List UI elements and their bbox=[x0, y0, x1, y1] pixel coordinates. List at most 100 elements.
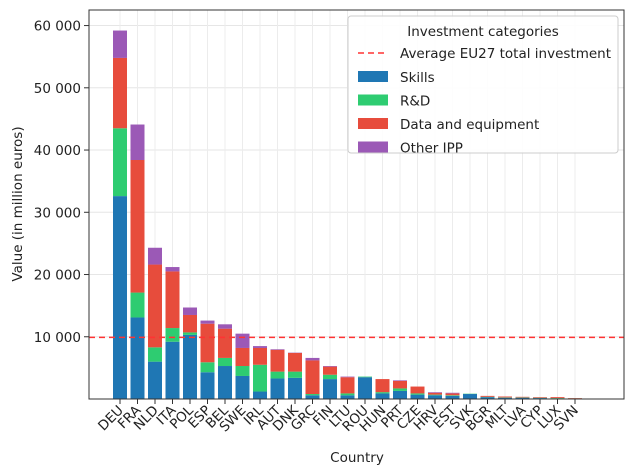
bar-cze-data-and-equipment bbox=[410, 386, 425, 394]
legend-swatch-data-and-equipment bbox=[358, 118, 388, 129]
bar-aut-other-ipp bbox=[270, 349, 285, 350]
bar-ltu-other-ipp bbox=[340, 376, 355, 378]
bar-grc-skills bbox=[305, 395, 320, 399]
bar-mlt-data-and-equipment bbox=[498, 396, 512, 398]
bar-nld-skills bbox=[148, 361, 162, 399]
bar-deu-other-ipp bbox=[113, 30, 127, 58]
bar-pol-skills bbox=[183, 334, 197, 399]
bar-est-r-d bbox=[445, 395, 460, 396]
bar-hrv-data-and-equipment bbox=[428, 392, 442, 395]
bar-dnk-data-and-equipment bbox=[288, 352, 302, 372]
y-tick-label: 40 000 bbox=[34, 143, 81, 159]
bar-ltu-skills bbox=[340, 395, 355, 399]
bar-ita-other-ipp bbox=[165, 267, 180, 272]
legend-title: Investment categories bbox=[407, 24, 559, 40]
bar-rou-r-d bbox=[358, 376, 372, 378]
bar-nld-other-ipp bbox=[148, 247, 162, 265]
legend-label-other-ipp: Other IPP bbox=[400, 141, 463, 157]
bar-dnk-r-d bbox=[288, 371, 302, 378]
bar-grc-other-ipp bbox=[305, 357, 320, 361]
bar-lux-data-and-equipment bbox=[550, 397, 565, 399]
bar-swe-skills bbox=[235, 375, 250, 399]
bar-grc-r-d bbox=[305, 394, 320, 396]
bar-cyp-data-and-equipment bbox=[533, 397, 547, 398]
y-axis-title: Value (in million euros) bbox=[10, 126, 26, 281]
x-axis-title: Country bbox=[330, 450, 384, 466]
bar-est-data-and-equipment bbox=[445, 393, 460, 396]
bar-aut-r-d bbox=[270, 371, 285, 379]
bar-cze-skills bbox=[410, 394, 425, 399]
bar-ita-skills bbox=[165, 341, 180, 399]
legend: Investment categories Average EU27 total… bbox=[347, 15, 619, 157]
bar-fra-other-ipp bbox=[130, 124, 145, 160]
bar-esp-skills bbox=[200, 372, 215, 399]
legend-swatch-skills bbox=[358, 71, 388, 82]
bar-prt-data-and-equipment bbox=[393, 380, 407, 389]
x-axis: DEUFRANLDITAPOLESPBELSWEIRLAUTDNKGRCFINL… bbox=[95, 399, 582, 435]
bar-fin-r-d bbox=[323, 374, 337, 380]
bar-bel-data-and-equipment bbox=[218, 328, 232, 358]
bar-bgr-skills bbox=[480, 397, 495, 399]
bar-pol-other-ipp bbox=[183, 307, 197, 315]
bar-esp-r-d bbox=[200, 362, 215, 373]
bar-fra-r-d bbox=[130, 292, 145, 318]
bar-bgr-data-and-equipment bbox=[480, 395, 495, 397]
bar-ltu-r-d bbox=[340, 393, 355, 396]
legend-swatch-r-d bbox=[358, 94, 388, 106]
bar-bel-skills bbox=[218, 366, 232, 399]
bar-hun-skills bbox=[375, 393, 390, 399]
bar-hrv-skills bbox=[428, 395, 442, 399]
bar-hrv-r-d bbox=[428, 394, 442, 396]
legend-box bbox=[347, 15, 619, 154]
bar-nld-data-and-equipment bbox=[148, 264, 162, 348]
legend-label-data-and-equipment: Data and equipment bbox=[400, 117, 539, 133]
bar-aut-data-and-equipment bbox=[270, 349, 285, 372]
y-tick-label: 10 000 bbox=[34, 330, 81, 346]
bar-ita-r-d bbox=[165, 328, 180, 342]
bar-swe-r-d bbox=[235, 366, 250, 376]
bar-irl-data-and-equipment bbox=[253, 347, 267, 365]
bar-lva-data-and-equipment bbox=[515, 396, 530, 398]
bar-swe-data-and-equipment bbox=[235, 347, 250, 367]
bar-svk-skills bbox=[463, 394, 477, 399]
bar-deu-data-and-equipment bbox=[113, 57, 127, 129]
bar-aut-skills bbox=[270, 378, 285, 399]
bar-fra-skills bbox=[130, 317, 145, 399]
bar-prt-r-d bbox=[393, 388, 407, 391]
bar-bel-other-ipp bbox=[218, 324, 232, 329]
legend-label-skills: Skills bbox=[400, 70, 435, 86]
bar-mlt-skills bbox=[498, 397, 512, 399]
bar-nld-r-d bbox=[148, 347, 162, 362]
legend-label-r-d: R&D bbox=[400, 94, 430, 110]
bar-prt-other-ipp bbox=[393, 380, 407, 381]
bar-deu-skills bbox=[113, 196, 127, 399]
bar-est-skills bbox=[445, 395, 460, 399]
bar-prt-skills bbox=[393, 390, 407, 399]
bar-fin-other-ipp bbox=[323, 366, 337, 367]
bar-esp-data-and-equipment bbox=[200, 323, 215, 363]
bar-fin-data-and-equipment bbox=[323, 366, 337, 375]
bar-pol-data-and-equipment bbox=[183, 314, 197, 333]
y-tick-label: 20 000 bbox=[34, 268, 81, 284]
y-axis: 10 000 20 000 30 000 40 000 50 000 60 000 bbox=[34, 19, 89, 346]
y-tick-label: 30 000 bbox=[34, 205, 81, 221]
bar-hun-data-and-equipment bbox=[375, 379, 390, 393]
bar-hrv-other-ipp bbox=[428, 392, 442, 393]
bar-grc-data-and-equipment bbox=[305, 360, 320, 395]
bar-lva-skills bbox=[515, 397, 530, 399]
bar-esp-other-ipp bbox=[200, 320, 215, 324]
bar-ita-data-and-equipment bbox=[165, 271, 180, 329]
bar-fin-skills bbox=[323, 379, 337, 399]
bar-cze-r-d bbox=[410, 393, 425, 395]
y-tick-label: 60 000 bbox=[34, 19, 81, 35]
legend-swatch-other-ipp bbox=[358, 141, 388, 153]
bar-swe-other-ipp bbox=[235, 333, 250, 348]
bar-irl-other-ipp bbox=[253, 346, 267, 348]
bar-pol-r-d bbox=[183, 332, 197, 335]
bar-irl-skills bbox=[253, 391, 267, 399]
bar-rou-skills bbox=[358, 377, 372, 399]
bar-hun-r-d bbox=[375, 392, 390, 394]
plot-frame bbox=[88, 9, 625, 400]
bar-ltu-data-and-equipment bbox=[340, 377, 355, 394]
